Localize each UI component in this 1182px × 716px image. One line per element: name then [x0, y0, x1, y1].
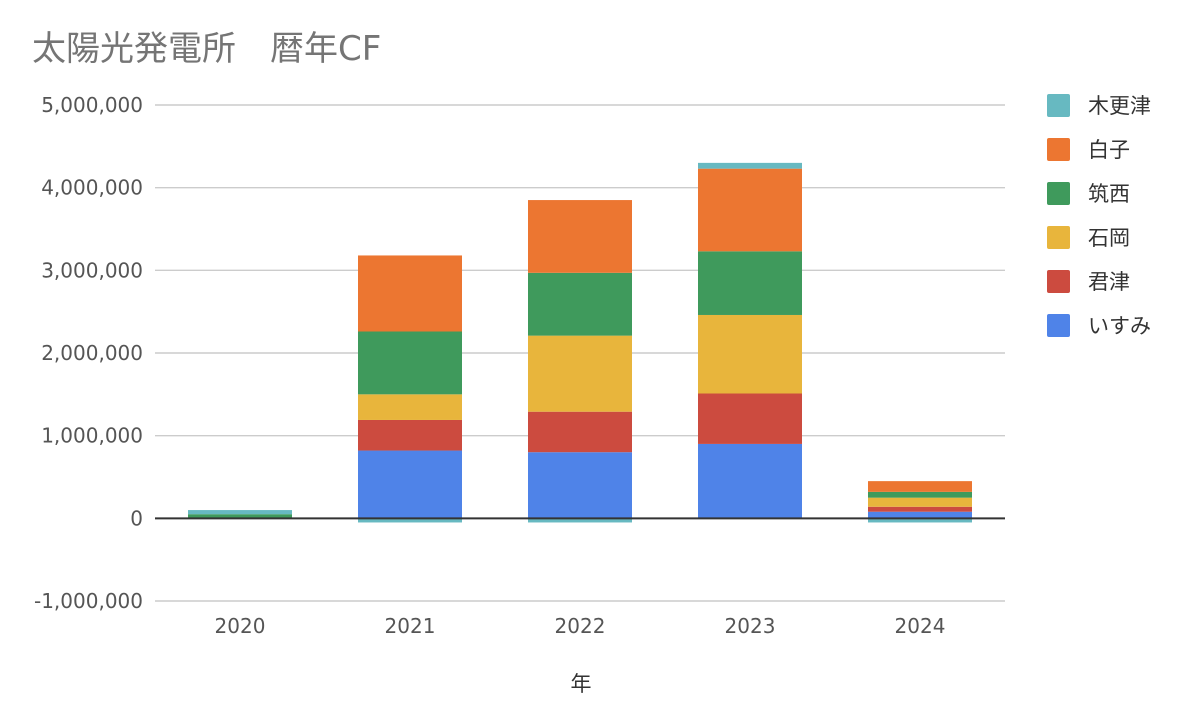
- legend-swatch: [1047, 270, 1070, 293]
- x-tick-label: 2023: [725, 614, 776, 638]
- bar-segment: [528, 518, 632, 523]
- legend-label: 君津: [1088, 270, 1130, 294]
- legend-swatch: [1047, 94, 1070, 117]
- legend-label: 石岡: [1088, 226, 1130, 250]
- y-tick-label: 5,000,000: [41, 93, 143, 117]
- bar-segment: [698, 168, 802, 252]
- bar-segment: [358, 394, 462, 420]
- legend-label: いすみ: [1088, 314, 1151, 338]
- legend-item: 石岡: [1047, 226, 1130, 250]
- bar-segment: [698, 443, 802, 519]
- legend-item: 白子: [1047, 138, 1130, 162]
- x-axis-ticks: 2020 2021 2022 2023 2024: [215, 614, 946, 638]
- bar-segment: [868, 518, 972, 523]
- bar-segment: [358, 255, 462, 332]
- x-tick-label: 2021: [385, 614, 436, 638]
- legend-item: いすみ: [1047, 314, 1151, 338]
- y-tick-label: 1,000,000: [41, 424, 143, 448]
- legend-label: 白子: [1088, 138, 1130, 162]
- y-axis-ticks: -1,000,000 0 1,000,000 2,000,000 3,000,000 4,…: [34, 93, 143, 613]
- bar-segment: [528, 335, 632, 412]
- y-tick-label: 0: [130, 506, 143, 530]
- legend-item: 筑西: [1047, 182, 1130, 206]
- bars: [188, 162, 972, 523]
- bar-segment: [358, 331, 462, 395]
- legend-swatch: [1047, 314, 1070, 337]
- bar-segment: [188, 514, 292, 519]
- bar-segment: [528, 200, 632, 273]
- bar-segment: [188, 510, 292, 515]
- y-tick-label: 2,000,000: [41, 341, 143, 365]
- x-tick-label: 2022: [555, 614, 606, 638]
- bar-segment: [698, 162, 802, 169]
- bar-segment: [358, 450, 462, 519]
- legend-label: 木更津: [1088, 94, 1151, 118]
- legend-item: 君津: [1047, 270, 1130, 294]
- bar-segment: [528, 411, 632, 453]
- x-tick-label: 2024: [895, 614, 946, 638]
- y-tick-label: 3,000,000: [41, 258, 143, 282]
- y-tick-label: 4,000,000: [41, 176, 143, 200]
- bar-segment: [868, 511, 972, 519]
- bar-segment: [868, 506, 972, 512]
- bar-segment: [868, 481, 972, 492]
- bar-segment: [868, 497, 972, 507]
- legend-swatch: [1047, 182, 1070, 205]
- bar-segment: [698, 393, 802, 444]
- legend-label: 筑西: [1088, 182, 1130, 206]
- chart-title: 太陽光発電所 暦年CF: [32, 29, 381, 69]
- x-tick-label: 2020: [215, 614, 266, 638]
- bar-segment: [358, 419, 462, 451]
- y-tick-label: -1,000,000: [34, 589, 143, 613]
- x-axis-title: 年: [571, 672, 592, 696]
- bar-segment: [868, 491, 972, 498]
- bar-segment: [528, 452, 632, 519]
- bar-segment: [358, 518, 462, 523]
- bar-segment: [528, 272, 632, 336]
- legend-swatch: [1047, 138, 1070, 161]
- bar-segment: [698, 314, 802, 394]
- legend-item: 木更津: [1047, 94, 1151, 118]
- legend-swatch: [1047, 226, 1070, 249]
- bar-segment: [698, 251, 802, 315]
